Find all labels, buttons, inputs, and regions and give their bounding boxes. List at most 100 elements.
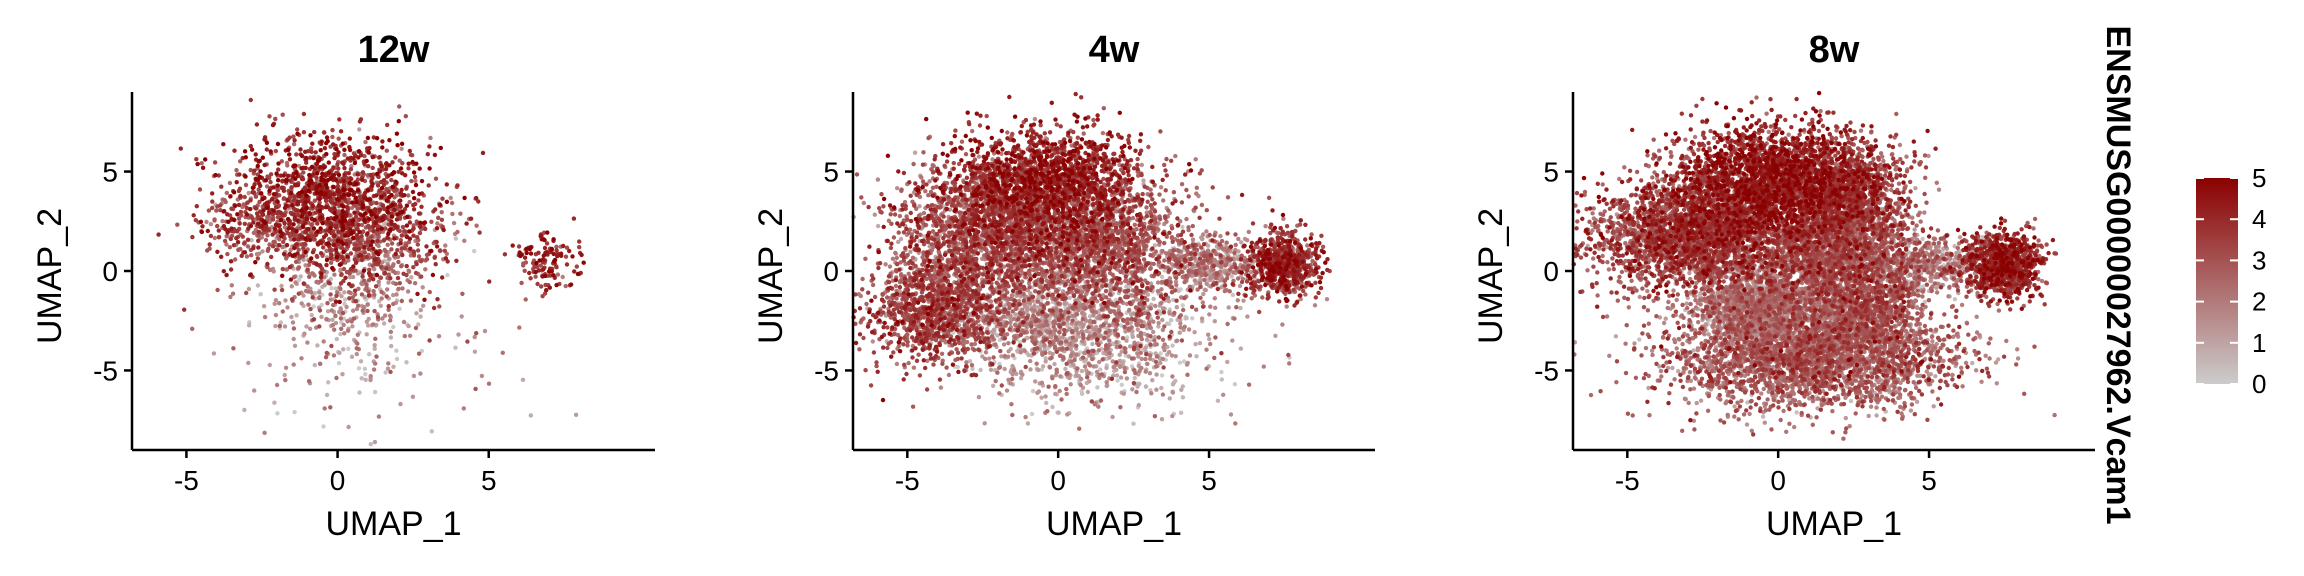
data-point [246, 238, 250, 242]
data-point [264, 238, 268, 242]
data-point [249, 224, 253, 228]
data-point [401, 210, 405, 214]
data-point [190, 235, 194, 239]
data-point [408, 334, 412, 338]
data-point [286, 148, 290, 152]
data-point [355, 352, 359, 356]
data-point [402, 320, 406, 324]
data-point [1140, 163, 1144, 167]
data-point [1027, 353, 1031, 357]
data-point [200, 161, 204, 165]
data-point [292, 410, 296, 414]
data-point [334, 294, 338, 298]
data-point [229, 267, 233, 271]
data-point [400, 233, 404, 237]
data-point [437, 334, 441, 338]
data-point [217, 228, 221, 232]
data-point [1090, 342, 1094, 346]
data-point [272, 192, 276, 196]
data-point [348, 148, 352, 152]
data-point [258, 169, 262, 173]
data-point [440, 197, 444, 201]
data-point [358, 194, 362, 198]
data-point [342, 179, 346, 183]
data-point [200, 230, 204, 234]
data-point [308, 133, 312, 137]
data-point [261, 212, 265, 216]
data-point [1207, 312, 1211, 316]
data-point [361, 170, 365, 174]
data-point [1170, 343, 1174, 347]
data-point [343, 233, 347, 237]
data-point [1208, 276, 1212, 280]
data-point [1205, 282, 1209, 286]
data-point [569, 282, 573, 286]
data-point [1194, 354, 1198, 358]
data-point [389, 330, 393, 334]
data-point [345, 319, 349, 323]
data-point [409, 179, 413, 183]
data-point [1035, 367, 1039, 371]
data-point [404, 360, 408, 364]
data-point [243, 250, 247, 254]
data-point [1239, 240, 1243, 244]
data-point [272, 288, 276, 292]
data-point [1191, 237, 1195, 241]
data-point [1119, 375, 1123, 379]
data-point [528, 276, 532, 280]
data-point [233, 257, 237, 261]
data-point [1136, 327, 1140, 331]
data-point [1041, 364, 1045, 368]
data-point [262, 304, 266, 308]
x-tick-label: -5 [174, 465, 199, 496]
data-point [327, 281, 331, 285]
data-point [318, 226, 322, 230]
data-point [473, 350, 477, 354]
data-point [369, 374, 373, 378]
data-point [454, 259, 458, 263]
data-point [318, 308, 322, 312]
data-point [259, 292, 263, 296]
data-point [411, 395, 415, 399]
data-point [305, 340, 309, 344]
data-point [371, 322, 375, 326]
data-point [302, 332, 306, 336]
data-point [1144, 369, 1148, 373]
data-point [250, 148, 254, 152]
data-point [450, 201, 454, 205]
data-point [896, 240, 900, 244]
data-point [561, 275, 565, 279]
data-point [1204, 348, 1208, 352]
data-point [1200, 316, 1204, 320]
data-point [1151, 320, 1155, 324]
data-point [357, 390, 361, 394]
data-point [232, 218, 236, 222]
data-point [246, 361, 250, 365]
data-point [1145, 338, 1149, 342]
data-point [299, 274, 303, 278]
data-point [312, 226, 316, 230]
x-tick-label: 5 [481, 465, 497, 496]
data-point [366, 289, 370, 293]
data-point [293, 344, 297, 348]
data-point [275, 383, 279, 387]
data-point [336, 166, 340, 170]
data-point [1125, 376, 1129, 380]
data-point [303, 200, 307, 204]
data-point [319, 215, 323, 219]
data-point [217, 235, 221, 239]
data-point [554, 283, 558, 287]
data-point [338, 332, 342, 336]
data-point [230, 283, 234, 287]
data-point [1050, 405, 1054, 409]
data-point [339, 294, 343, 298]
data-point [412, 207, 416, 211]
data-point [263, 315, 267, 319]
data-point [293, 164, 297, 168]
data-point [352, 247, 356, 251]
data-point [373, 361, 377, 365]
data-point [213, 160, 217, 164]
data-point [395, 357, 399, 361]
data-point [423, 267, 427, 271]
